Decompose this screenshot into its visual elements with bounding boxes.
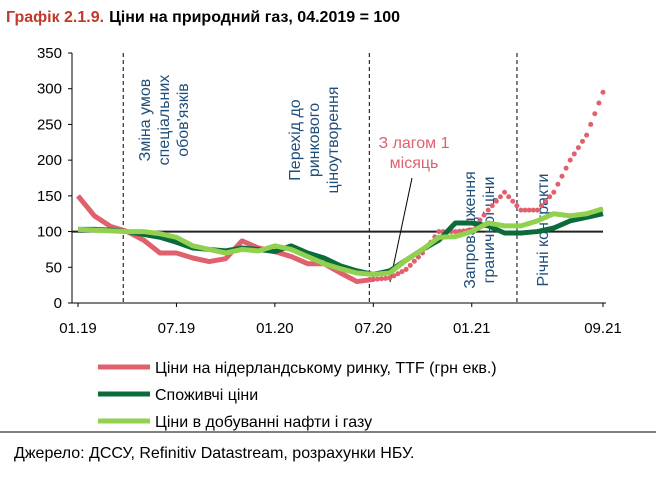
dot-connector bbox=[575, 145, 581, 151]
series-line bbox=[78, 211, 604, 277]
x-tick-label: 09.21 bbox=[584, 320, 622, 337]
y-tick-label: 200 bbox=[37, 152, 62, 169]
dot-connector bbox=[497, 194, 503, 200]
y-tick-label: 350 bbox=[37, 45, 62, 62]
series-line bbox=[77, 206, 604, 277]
series-point bbox=[551, 189, 557, 195]
dot-connector bbox=[526, 207, 532, 213]
series-point bbox=[518, 207, 524, 213]
title-label: Графік 2.1.9. bbox=[6, 9, 104, 26]
dot-connector bbox=[379, 276, 385, 282]
legend-label: Ціни в добуванні нафти і газу bbox=[155, 414, 372, 431]
y-tick-label: 100 bbox=[37, 224, 62, 241]
series-line bbox=[76, 194, 374, 285]
series-point bbox=[387, 275, 393, 281]
dot-connector bbox=[383, 275, 389, 281]
series-point bbox=[452, 229, 458, 235]
chart-title: Графік 2.1.9. Ціни на природний газ, 04.2… bbox=[6, 9, 400, 26]
y-tick-label: 0 bbox=[54, 295, 62, 312]
dot-connector bbox=[543, 198, 549, 204]
series-point bbox=[403, 266, 409, 272]
series-point bbox=[370, 276, 376, 282]
dot-connector bbox=[588, 121, 594, 127]
series-point bbox=[436, 229, 442, 235]
annotation-line: спеціальних bbox=[156, 75, 173, 166]
series-point bbox=[534, 207, 540, 213]
dot-connector bbox=[559, 173, 565, 179]
lag-arrow bbox=[389, 177, 413, 283]
x-tick-label: 01.20 bbox=[256, 320, 294, 337]
series-point bbox=[502, 189, 508, 195]
source: Джерело: ДССУ, Refinitiv Datastream, роз… bbox=[14, 445, 414, 462]
annotation-line: Зміна умов bbox=[137, 79, 154, 162]
series-point bbox=[567, 157, 573, 163]
dot-connector bbox=[538, 203, 544, 209]
dot-connector bbox=[510, 198, 516, 204]
dot-connector bbox=[391, 273, 397, 279]
dot-connector bbox=[592, 111, 598, 117]
series-point bbox=[600, 89, 606, 95]
y-tick-label: 250 bbox=[37, 116, 62, 133]
dot-connector bbox=[547, 194, 553, 200]
annotation-line: Перехід до bbox=[287, 99, 304, 181]
legend-label: Ціни на нідерландському ринку, TTF (грн … bbox=[155, 360, 497, 377]
dot-connector bbox=[563, 165, 569, 171]
annotation-line: ринкового bbox=[306, 103, 323, 177]
y-tick-label: 50 bbox=[45, 259, 62, 276]
annotation: Зміна умов спеціальних обов'язків bbox=[137, 75, 192, 166]
x-tick-label: 07.20 bbox=[355, 320, 393, 337]
x-tick-label: 01.19 bbox=[59, 320, 97, 337]
dot-connector bbox=[489, 203, 495, 209]
legend-label: Споживчі ціни bbox=[155, 387, 258, 404]
annotation-line: обов'язків bbox=[175, 83, 192, 157]
series-point bbox=[485, 207, 491, 213]
y-tick-label: 150 bbox=[37, 188, 62, 205]
x-tick-label: 01.21 bbox=[453, 320, 491, 337]
dot-connector bbox=[493, 198, 499, 204]
dot-connector bbox=[481, 212, 487, 218]
x-tick-label: 07.19 bbox=[158, 320, 196, 337]
dot-connector bbox=[596, 100, 602, 106]
annotation: Перехід до ринкового ціноутворення bbox=[287, 87, 342, 194]
dot-connector bbox=[395, 271, 401, 277]
dot-connector bbox=[374, 276, 380, 282]
annotation-line: ціноутворення bbox=[325, 87, 342, 194]
y-tick-label: 300 bbox=[37, 81, 62, 98]
lag-annotation: місяць bbox=[390, 155, 439, 172]
lag-annotation: З лагом 1 bbox=[378, 135, 449, 152]
dot-connector bbox=[514, 203, 520, 209]
dot-connector bbox=[407, 262, 413, 268]
title-text: Ціни на природний газ, 04.2019 = 100 bbox=[109, 9, 400, 26]
dot-connector bbox=[522, 207, 528, 213]
dot-connector bbox=[506, 194, 512, 200]
dot-connector bbox=[399, 269, 405, 275]
dot-connector bbox=[555, 181, 561, 187]
series-point bbox=[584, 132, 590, 138]
dot-connector bbox=[530, 207, 536, 213]
annotation-line: граничної ціни bbox=[481, 177, 498, 284]
dot-connector bbox=[571, 151, 577, 157]
dot-connector bbox=[411, 258, 417, 264]
dot-connector bbox=[477, 217, 483, 223]
dot-connector bbox=[579, 138, 585, 144]
